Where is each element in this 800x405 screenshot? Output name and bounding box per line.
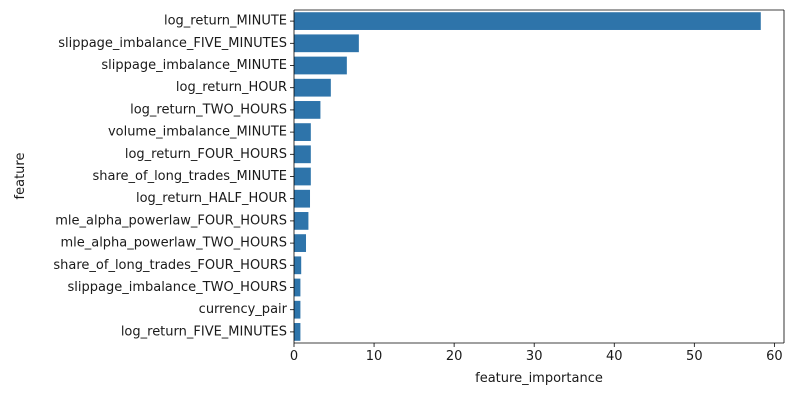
x-tick-label: 50 [686, 349, 703, 364]
bar [294, 234, 307, 252]
y-tick-label: share_of_long_trades_MINUTE [93, 169, 288, 184]
bar [294, 167, 311, 186]
y-tick-label: log_return_FIVE_MINUTES [121, 324, 287, 339]
y-tick-label: slippage_imbalance_TWO_HOURS [67, 280, 287, 295]
x-tick-label: 10 [366, 349, 383, 364]
bar [294, 278, 301, 297]
y-tick-label: currency_pair [199, 302, 288, 317]
x-tick-label: 60 [766, 349, 783, 364]
y-tick-label: log_return_FOUR_HOURS [125, 147, 287, 162]
x-tick-label: 0 [290, 349, 298, 364]
x-tick-labels: 0 10 20 30 40 50 60 [290, 343, 783, 364]
bar [294, 34, 359, 53]
y-tick-label: volume_imbalance_MINUTE [108, 125, 287, 140]
bar [294, 12, 761, 30]
y-tick-label: slippage_imbalance_FIVE_MINUTES [58, 36, 287, 51]
bar [294, 56, 347, 75]
y-tick-label: log_return_TWO_HOURS [130, 102, 287, 117]
y-tick-label: slippage_imbalance_MINUTE [101, 58, 287, 73]
bar [294, 189, 311, 208]
bar [294, 323, 301, 341]
y-tick-label: log_return_HALF_HOUR [136, 191, 287, 206]
axes [293, 9, 785, 344]
y-tick-label: log_return_MINUTE [164, 14, 287, 29]
bar [294, 78, 331, 97]
y-tick-label: mle_alpha_powerlaw_TWO_HOURS [60, 236, 287, 251]
y-tick-label: share_of_long_trades_FOUR_HOURS [53, 258, 287, 273]
bar [294, 212, 309, 230]
bar [294, 123, 311, 141]
bars-layer [294, 12, 761, 341]
bar [294, 145, 311, 164]
bar [294, 256, 302, 275]
x-tick-label: 20 [446, 349, 463, 364]
y-tick-labels: log_return_MINUTE slippage_imbalance_FIVE… [53, 14, 294, 339]
x-tick-label: 30 [526, 349, 543, 364]
x-tick-label: 40 [606, 349, 623, 364]
y-tick-label: mle_alpha_powerlaw_FOUR_HOURS [55, 213, 287, 228]
y-tick-label: log_return_HOUR [176, 80, 287, 95]
y-axis-label: feature [13, 153, 28, 200]
x-axis-label: feature_importance [475, 371, 603, 386]
bar [294, 300, 301, 319]
bar [294, 101, 321, 119]
